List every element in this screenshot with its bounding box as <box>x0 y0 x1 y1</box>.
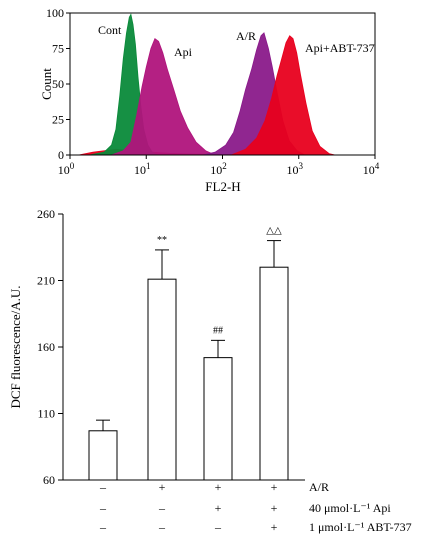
condition-sign: – <box>99 501 107 515</box>
series-label-api-abt737: Api+ABT-737 <box>305 41 375 55</box>
condition-sign: – <box>158 520 166 534</box>
series-label-ar: A/R <box>236 29 256 43</box>
y-tick-label: 160 <box>37 340 55 354</box>
y-tick-label: 60 <box>43 473 55 487</box>
x-tick-label: 101 <box>134 161 151 177</box>
bar <box>147 278 177 481</box>
x-tick-label: 102 <box>210 161 227 177</box>
y-tick-label: 210 <box>37 274 55 288</box>
condition-sign: – <box>99 520 107 534</box>
histogram-series-layer <box>78 13 336 156</box>
series-area-api-abt737 <box>231 35 336 156</box>
y-tick-label: 110 <box>37 407 55 421</box>
series-label-api: Api <box>174 45 193 59</box>
condition-sign: + <box>271 480 278 494</box>
y-tick-label: 260 <box>37 207 55 221</box>
y-tick-label: 50 <box>52 77 64 91</box>
x-tick-label: 103 <box>287 161 304 177</box>
bar <box>203 357 233 481</box>
condition-table: – + + + A/R – – + +40 μmol·L⁻¹ Api – – – +1 μmol·L⁻¹… <box>99 480 412 534</box>
histogram-y-axis-title: Count <box>39 68 54 100</box>
condition-sign: – <box>214 520 222 534</box>
bar-y-axis-title: DCF fluorescence/A.U. <box>8 285 23 408</box>
histogram-y-ticks: 0 25 50 75 100 <box>46 6 70 162</box>
histogram-x-ticks: 100 101 102 103 104 <box>58 155 380 177</box>
condition-label: 1 μmol·L⁻¹ ABT-737 <box>309 520 412 534</box>
bar-series-layer: ** ## △△ <box>88 226 289 481</box>
bar-chart-panel: ** ## △△ 60 110 160 210 260 DCF fluorescence/A… <box>8 207 412 534</box>
series-label-cont: Cont <box>98 23 122 37</box>
significance-marker: △△ <box>266 226 282 237</box>
condition-label: 40 μmol·L⁻¹ Api <box>309 501 391 515</box>
bar-y-ticks: 60 110 160 210 260 <box>37 207 63 487</box>
condition-sign: + <box>271 520 278 534</box>
condition-sign: + <box>215 480 222 494</box>
y-tick-label: 100 <box>46 6 64 20</box>
y-tick-label: 75 <box>52 42 64 56</box>
condition-sign: + <box>215 501 222 515</box>
bar <box>88 430 118 481</box>
histogram-x-axis-title: FL2-H <box>205 179 240 194</box>
condition-sign: – <box>158 501 166 515</box>
x-tick-label: 100 <box>58 161 75 177</box>
bar <box>259 266 289 481</box>
y-tick-label: 25 <box>52 113 64 127</box>
condition-sign: + <box>271 501 278 515</box>
x-tick-label: 104 <box>363 161 380 177</box>
condition-sign: + <box>159 480 166 494</box>
significance-marker: ## <box>213 325 223 336</box>
condition-label: A/R <box>309 480 329 494</box>
significance-marker: ** <box>157 235 167 246</box>
histogram-panel: 0 25 50 75 100 100 101 102 103 104 FL2-H Count C… <box>39 6 380 194</box>
condition-sign: – <box>99 480 107 494</box>
y-tick-label: 0 <box>58 148 64 162</box>
series-area-api <box>111 37 216 156</box>
